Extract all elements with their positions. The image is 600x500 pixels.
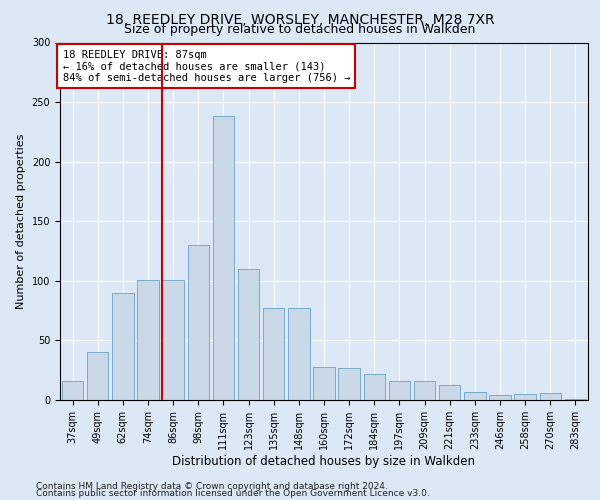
Bar	[389, 381, 410, 400]
Bar	[163, 280, 184, 400]
Bar	[414, 381, 435, 400]
Bar	[514, 394, 536, 400]
Bar	[213, 116, 234, 400]
Text: 18, REEDLEY DRIVE, WORSLEY, MANCHESTER, M28 7XR: 18, REEDLEY DRIVE, WORSLEY, MANCHESTER, …	[106, 12, 494, 26]
Text: Contains public sector information licensed under the Open Government Licence v3: Contains public sector information licen…	[36, 489, 430, 498]
Bar	[87, 352, 109, 400]
Bar	[137, 280, 158, 400]
Text: Size of property relative to detached houses in Walkden: Size of property relative to detached ho…	[124, 22, 476, 36]
Bar	[238, 269, 259, 400]
Text: Contains HM Land Registry data © Crown copyright and database right 2024.: Contains HM Land Registry data © Crown c…	[36, 482, 388, 491]
Y-axis label: Number of detached properties: Number of detached properties	[16, 134, 26, 309]
Bar	[188, 245, 209, 400]
Bar	[464, 392, 485, 400]
Bar	[313, 366, 335, 400]
X-axis label: Distribution of detached houses by size in Walkden: Distribution of detached houses by size …	[173, 454, 476, 468]
Bar	[288, 308, 310, 400]
Bar	[439, 384, 460, 400]
Bar	[263, 308, 284, 400]
Bar	[62, 381, 83, 400]
Bar	[338, 368, 360, 400]
Bar	[565, 399, 586, 400]
Bar	[539, 393, 561, 400]
Bar	[112, 293, 134, 400]
Text: 18 REEDLEY DRIVE: 87sqm
← 16% of detached houses are smaller (143)
84% of semi-d: 18 REEDLEY DRIVE: 87sqm ← 16% of detache…	[62, 50, 350, 83]
Bar	[364, 374, 385, 400]
Bar	[490, 395, 511, 400]
